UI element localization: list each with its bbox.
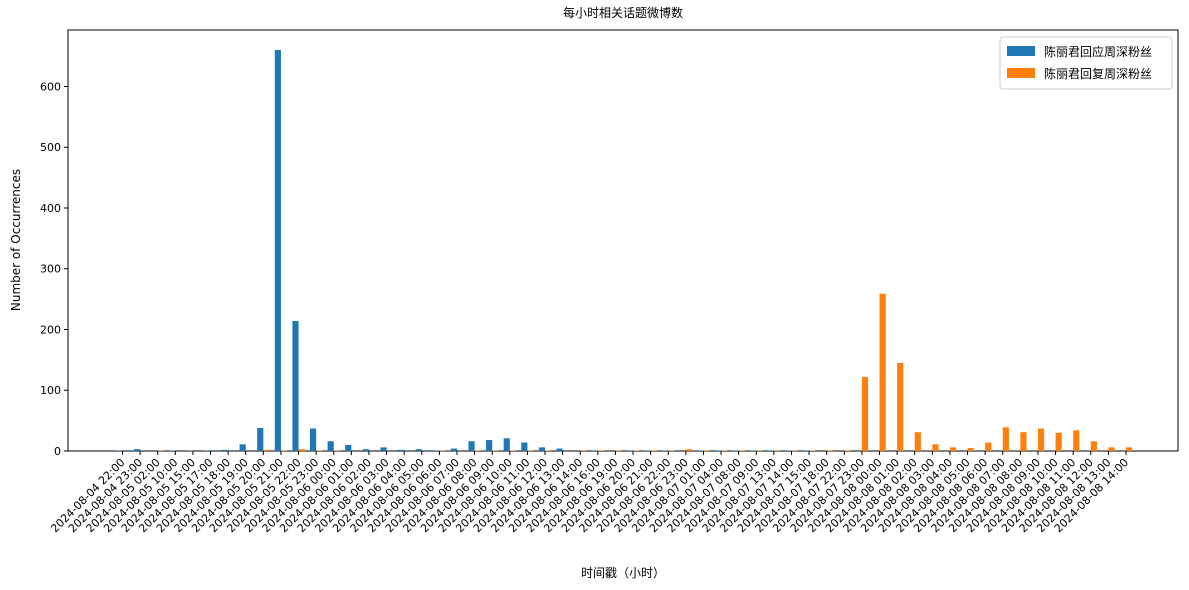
- bar: [626, 450, 634, 451]
- bar: [538, 447, 546, 451]
- bar: [1108, 447, 1115, 451]
- bar: [721, 450, 728, 451]
- bar: [263, 449, 270, 451]
- x-axis-label: 时间戳（小时）: [581, 566, 665, 580]
- bar: [133, 449, 141, 451]
- bar: [169, 450, 176, 451]
- bar: [897, 362, 904, 451]
- bar: [809, 450, 816, 451]
- bar: [186, 450, 193, 451]
- bar: [1002, 427, 1009, 451]
- bar: [204, 450, 211, 451]
- bar: [826, 450, 833, 451]
- chart-title: 每小时相关话题微博数: [563, 5, 683, 20]
- y-tick-label: 300: [40, 263, 61, 276]
- bar: [844, 450, 851, 451]
- bar: [650, 450, 657, 451]
- bar: [521, 442, 528, 451]
- bar: [1090, 441, 1097, 451]
- bar: [750, 450, 757, 451]
- bar: [738, 450, 745, 451]
- bar: [703, 450, 710, 451]
- legend-frame: [999, 36, 1173, 90]
- bar: [791, 450, 798, 451]
- bar: [433, 450, 440, 451]
- bar: [221, 449, 229, 451]
- plot-frame: [67, 29, 1179, 452]
- y-tick-label: 400: [40, 202, 61, 215]
- bar: [615, 450, 622, 451]
- bar: [879, 293, 886, 451]
- bar: [985, 442, 992, 451]
- legend-swatch: [1007, 68, 1035, 78]
- y-tick-label: 100: [40, 384, 61, 397]
- bar: [932, 444, 939, 451]
- bar: [967, 447, 974, 451]
- bar: [450, 448, 457, 451]
- bar: [633, 450, 640, 451]
- y-tick-label: 0: [54, 445, 61, 458]
- bar: [1126, 447, 1133, 451]
- legend-label: 陈丽君回应周深粉丝: [1044, 44, 1152, 59]
- bar: [116, 450, 123, 451]
- bar: [662, 450, 669, 451]
- bar: [439, 450, 446, 451]
- bar: [316, 450, 323, 451]
- bar: [474, 450, 481, 451]
- bar: [1020, 432, 1027, 451]
- bar: [1037, 428, 1045, 451]
- y-tick-label: 600: [40, 80, 61, 93]
- bar: [644, 450, 651, 451]
- bar: [714, 450, 722, 451]
- bar: [773, 450, 781, 451]
- bar: [380, 447, 387, 451]
- y-tick-label: 500: [40, 141, 61, 154]
- bar: [345, 444, 352, 451]
- bar: [468, 441, 475, 451]
- bar: [327, 441, 334, 451]
- bar: [1073, 430, 1080, 451]
- bar: [949, 447, 957, 451]
- bar: [239, 444, 246, 451]
- bar: [415, 449, 422, 451]
- bar: [685, 449, 693, 451]
- bar: [697, 450, 704, 451]
- legend-label: 陈丽君回复周深粉丝: [1044, 66, 1152, 81]
- bar: [298, 449, 305, 451]
- bar: [802, 450, 810, 451]
- bar: [591, 450, 598, 451]
- bar: [503, 438, 510, 451]
- bar: [914, 432, 921, 451]
- bar: [257, 427, 264, 451]
- y-tick-label: 200: [40, 323, 61, 336]
- bar: [545, 450, 552, 451]
- bar: [597, 450, 605, 451]
- bar: [861, 376, 869, 451]
- bar: [280, 450, 288, 451]
- bar: [157, 450, 164, 451]
- bar: [509, 450, 516, 451]
- bar: [556, 448, 563, 451]
- bar: [785, 450, 792, 451]
- bar: [527, 450, 534, 451]
- bar: [274, 50, 281, 452]
- bar: [492, 450, 499, 451]
- bar: [486, 440, 493, 451]
- bar: [1055, 432, 1062, 451]
- legend-swatch: [1007, 46, 1035, 56]
- bar: [333, 450, 340, 451]
- bar: [292, 320, 299, 451]
- bar: [732, 450, 739, 451]
- bar: [668, 450, 675, 451]
- bar: [362, 449, 369, 451]
- bar: [309, 428, 317, 451]
- bar: [398, 449, 405, 451]
- bar: [580, 450, 587, 451]
- y-axis-label: Number of Occurrences: [9, 169, 23, 311]
- bar: [756, 450, 763, 451]
- bar: [767, 450, 774, 451]
